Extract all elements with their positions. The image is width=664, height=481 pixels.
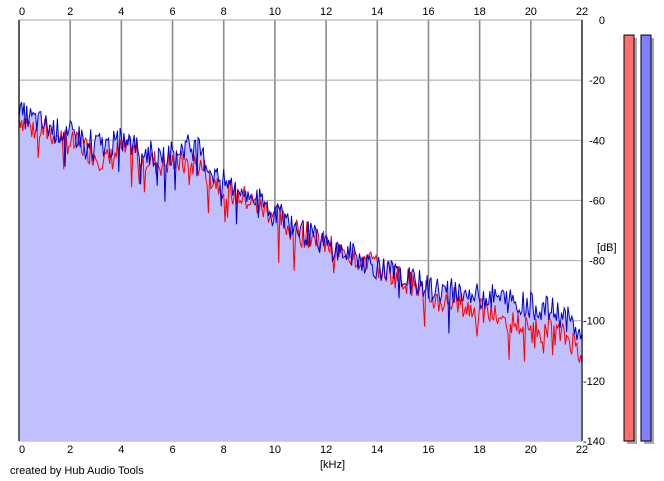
level-meter-2 — [640, 34, 652, 442]
y-tick-label: -60 — [589, 195, 605, 207]
x-axis-label: [kHz] — [320, 459, 345, 471]
level-meter-1 — [623, 34, 635, 442]
level-meters — [623, 34, 654, 445]
credit-text: created by Hub Audio Tools — [10, 465, 144, 477]
x-tick-label-top: 8 — [221, 6, 227, 18]
x-tick-label-top: 2 — [67, 6, 73, 18]
y-tick-label: -120 — [583, 376, 605, 388]
x-tick-label-top: 20 — [525, 6, 537, 18]
x-tick-label-top: 18 — [474, 6, 486, 18]
y-tick-label: -140 — [583, 436, 605, 448]
series-line-2 — [18, 101, 583, 341]
x-tick-label-bottom: 14 — [371, 444, 383, 456]
x-tick-label-top: 12 — [320, 6, 332, 18]
x-tick-label-bottom: 20 — [525, 444, 537, 456]
x-tick-label-bottom: 6 — [169, 444, 175, 456]
x-tick-label-top: 22 — [576, 6, 588, 18]
x-tick-label-top: 0 — [19, 6, 25, 18]
x-tick-label-bottom: 0 — [19, 444, 25, 456]
y-tick-label: 0 — [599, 15, 605, 27]
y-tick-label: -100 — [583, 316, 605, 328]
x-tick-label-bottom: 16 — [422, 444, 434, 456]
x-tick-labels-top: 0 2 4 6 8 10 12 14 16 18 20 22 — [19, 6, 588, 18]
x-tick-label-top: 14 — [371, 6, 383, 18]
x-tick-labels-bottom: 0 2 4 6 8 10 12 14 16 18 20 22 — [19, 444, 588, 456]
x-tick-label-bottom: 22 — [576, 444, 588, 456]
y-tick-label: -80 — [589, 256, 605, 268]
spectrum-fill-area — [19, 101, 582, 442]
x-tick-label-bottom: 10 — [269, 444, 281, 456]
x-tick-label-bottom: 12 — [320, 444, 332, 456]
x-tick-label-top: 4 — [118, 6, 124, 18]
x-tick-label-bottom: 2 — [67, 444, 73, 456]
x-tick-label-bottom: 8 — [221, 444, 227, 456]
y-tick-labels: 0 -20 -40 -60 -80 -100 -120 -140 — [583, 15, 605, 448]
x-tick-label-bottom: 18 — [474, 444, 486, 456]
y-tick-label: -20 — [589, 75, 605, 87]
x-tick-label-top: 6 — [169, 6, 175, 18]
x-tick-label-bottom: 4 — [118, 444, 124, 456]
x-tick-label-top: 16 — [422, 6, 434, 18]
y-axis-label: [dB] — [597, 242, 617, 254]
x-tick-label-top: 10 — [269, 6, 281, 18]
series-line-1 — [18, 116, 583, 365]
series-lines — [18, 101, 583, 365]
y-tick-label: -40 — [589, 135, 605, 147]
